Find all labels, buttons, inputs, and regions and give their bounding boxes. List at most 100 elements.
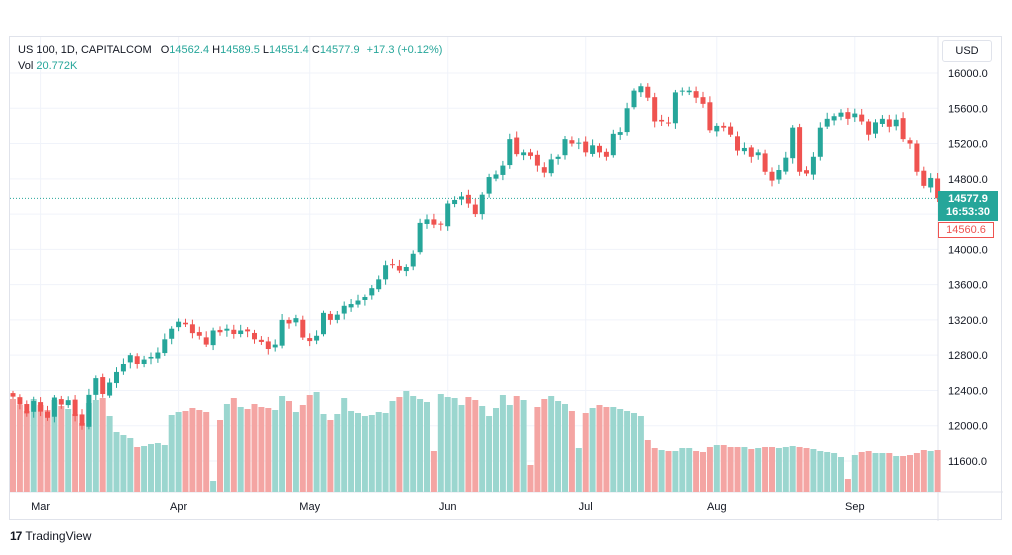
volume-bar	[493, 408, 499, 492]
candle-body	[334, 314, 340, 320]
candle-body	[65, 400, 71, 406]
y-tick-label: 15200.0	[948, 139, 988, 151]
volume-bar	[141, 446, 148, 492]
candle-body	[810, 156, 816, 175]
candle-body	[755, 152, 761, 156]
candle-body	[114, 371, 119, 384]
volume-bar	[79, 423, 85, 492]
volume-bar	[320, 414, 327, 492]
candle-body	[341, 305, 347, 314]
candle-body	[817, 127, 823, 157]
volume-bar	[444, 397, 451, 492]
candle-body	[45, 411, 50, 418]
candle-body	[859, 114, 865, 122]
candle-body	[672, 92, 678, 124]
volume-bar	[665, 451, 672, 492]
candle-body	[362, 296, 368, 300]
candlestick-chart[interactable]: 16000.015600.015200.014800.014400.014000…	[10, 37, 1003, 521]
volume-bar	[686, 448, 693, 492]
volume-bar	[313, 392, 320, 492]
volume-bar	[58, 406, 65, 492]
candle-body	[576, 142, 582, 144]
volume-bar	[223, 404, 230, 492]
volume-bar	[375, 412, 382, 492]
volume-bar	[637, 416, 644, 492]
volume-bar	[803, 448, 810, 492]
volume-label[interactable]: Vol	[18, 60, 34, 72]
y-tick-label: 13200.0	[948, 315, 988, 327]
y-tick-label: 12800.0	[948, 350, 988, 362]
candle-body	[479, 194, 485, 215]
chart-panel[interactable]: 16000.015600.015200.014800.014400.014000…	[9, 36, 1003, 521]
candle-body	[707, 102, 713, 131]
volume-bar	[16, 405, 23, 492]
volume-bar	[789, 446, 796, 492]
volume-bar	[417, 399, 424, 492]
symbol-label[interactable]: US 100, 1D, CAPITALCOM	[18, 44, 152, 56]
volume-bar	[617, 409, 624, 492]
volume-bar	[99, 398, 106, 492]
candle-body	[797, 127, 803, 172]
volume-bar	[644, 440, 651, 492]
y-tick-label: 11600.0	[948, 456, 987, 468]
candle-body	[583, 141, 589, 153]
y-tick-label: 13600.0	[948, 280, 988, 292]
volume-bar	[582, 413, 589, 492]
volume-bar	[306, 395, 313, 492]
x-tick-label: Jun	[439, 501, 457, 513]
volume-bar	[472, 400, 479, 492]
tradingview-logo-text: TradingView	[25, 529, 92, 543]
tradingview-logo[interactable]: 17 TradingView	[10, 529, 91, 543]
candle-body	[24, 404, 30, 414]
candle-body	[321, 312, 326, 335]
candle-body	[831, 116, 837, 121]
volume-bar	[72, 414, 79, 492]
volume-bar	[334, 414, 341, 492]
candle-body	[569, 140, 575, 144]
volume-bar	[182, 411, 189, 492]
x-tick-label: Apr	[170, 501, 187, 513]
candle-body	[465, 194, 471, 204]
candle-body	[314, 335, 320, 341]
volume-bar	[410, 396, 417, 492]
volume-row: Vol 20.772K	[18, 58, 442, 74]
ohlc-row: US 100, 1D, CAPITALCOM O14562.4 H14589.5…	[18, 42, 442, 58]
candle-body	[210, 330, 216, 346]
candle-body	[700, 97, 706, 104]
candle-body	[610, 133, 616, 156]
candle-body	[900, 118, 906, 140]
candle-body	[100, 377, 106, 394]
volume-bar	[403, 391, 410, 492]
volume-bar	[913, 453, 920, 492]
candle-body	[624, 108, 630, 133]
candle-body	[390, 264, 395, 266]
volume-bar	[907, 455, 913, 492]
volume-bar	[782, 447, 789, 492]
volume-bar	[154, 443, 161, 492]
volume-bar	[244, 409, 251, 492]
volume-bar	[265, 408, 272, 492]
candle-body	[852, 113, 858, 118]
volume-bar	[727, 447, 734, 492]
currency-button[interactable]: USD	[942, 40, 992, 62]
volume-bar	[30, 399, 37, 492]
candle-body	[155, 352, 161, 359]
x-tick-label: Jul	[579, 501, 593, 513]
candle-body	[866, 121, 872, 135]
high-label: H	[212, 44, 221, 56]
candle-body	[438, 223, 444, 225]
candle-body	[693, 91, 699, 98]
volume-bar	[292, 412, 299, 492]
x-tick-label: Sep	[845, 501, 865, 513]
volume-bar	[603, 407, 610, 492]
candle-body	[521, 152, 527, 156]
chart-legend: US 100, 1D, CAPITALCOM O14562.4 H14589.5…	[18, 42, 442, 74]
candle-body	[928, 177, 934, 188]
volume-bar	[679, 448, 686, 492]
bar-countdown: 16:53:30	[945, 206, 991, 218]
volume-bar	[237, 407, 244, 492]
volume-bar	[348, 411, 355, 492]
volume-bar	[134, 447, 141, 492]
x-tick-label: Mar	[31, 501, 50, 513]
volume-bar	[562, 404, 568, 492]
